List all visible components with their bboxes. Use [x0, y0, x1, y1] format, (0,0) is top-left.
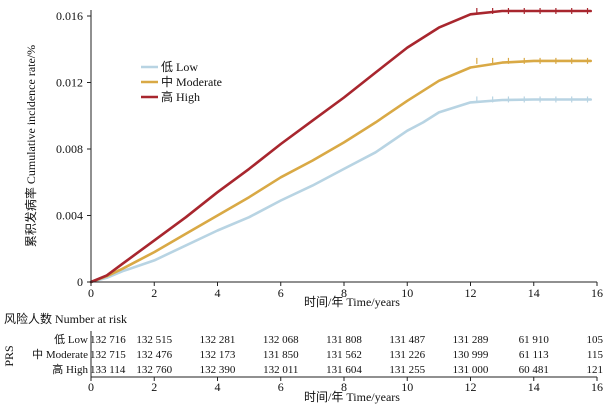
x-axis-label: 时间/年 Time/years — [304, 295, 400, 309]
risk-cell: 131 562 — [326, 349, 362, 361]
risk-cell: 131 226 — [389, 349, 425, 361]
risk-row-label: 中 Moderate — [32, 348, 88, 361]
risk-cell: 132 068 — [263, 334, 299, 346]
risk-cell: 115 — [587, 349, 604, 361]
risk-cell: 132 515 — [136, 334, 172, 346]
legend-label: 高 High — [161, 89, 200, 104]
risk-x-tick-label: 6 — [278, 380, 284, 394]
risk-cell: 131 808 — [326, 334, 362, 346]
risk-cell: 61 910 — [519, 334, 550, 346]
y-tick-label: 0 — [77, 275, 83, 289]
x-tick-label: 4 — [215, 286, 221, 300]
risk-x-tick-label: 8 — [341, 380, 347, 394]
x-tick-label: 8 — [341, 286, 347, 300]
risk-cell: 60 481 — [519, 364, 549, 376]
incidence-plot: 0 0.004 0.008 0.012 0.016 0 2 4 6 8 10 12 14 16 累积发病… — [23, 8, 603, 309]
risk-cell: 121 — [587, 364, 604, 376]
x-tick-label: 12 — [465, 286, 477, 300]
risk-cell: 61 113 — [519, 349, 549, 361]
risk-cell: 132 390 — [200, 364, 236, 376]
risk-cell: 133 114 — [90, 364, 126, 376]
risk-x-tick-label: 4 — [215, 380, 221, 394]
risk-cell: 132 011 — [263, 364, 298, 376]
risk-cell: 132 173 — [200, 349, 236, 361]
risk-row-label: 低 Low — [54, 333, 88, 346]
risk-x-tick-label: 2 — [151, 380, 157, 394]
risk-table-x-axis-label: 时间/年 Time/years — [304, 390, 400, 404]
risk-x-tick-label: 12 — [465, 380, 477, 394]
prs-group-label: PRS — [2, 345, 16, 366]
risk-x-tick-label: 0 — [88, 380, 94, 394]
y-tick-label: 0.004 — [56, 209, 83, 223]
risk-row-label: 高 High — [52, 362, 88, 376]
y-tick-label: 0.008 — [56, 142, 83, 156]
x-tick-label: 16 — [591, 286, 603, 300]
risk-cell: 132 716 — [90, 334, 126, 346]
risk-cell: 130 999 — [453, 349, 489, 361]
series-line-1 — [89, 59, 593, 284]
series-line-2 — [89, 9, 593, 284]
risk-cell: 105 — [587, 334, 604, 346]
risk-cell: 132 715 — [90, 349, 126, 361]
x-tick-label: 0 — [88, 286, 94, 300]
risk-cell: 131 289 — [453, 334, 489, 346]
risk-x-tick-label: 10 — [401, 380, 413, 394]
x-tick-label: 14 — [528, 286, 540, 300]
x-tick-label: 10 — [401, 286, 413, 300]
risk-x-tick-label: 14 — [528, 380, 540, 394]
y-tick-label: 0.016 — [56, 9, 83, 23]
y-axis-label: 累积发病率 Cumulative incidence rate/% — [23, 45, 38, 247]
risk-cell: 132 760 — [136, 364, 172, 376]
risk-cell: 132 281 — [200, 334, 236, 346]
risk-cell: 132 476 — [136, 349, 172, 361]
risk-cell: 131 850 — [263, 349, 299, 361]
x-tick-label: 2 — [151, 286, 157, 300]
risk-x-tick-label: 16 — [591, 380, 603, 394]
risk-cell: 131 487 — [389, 334, 425, 346]
y-tick-label: 0.012 — [56, 76, 83, 90]
number-at-risk-table: 风险人数 Number at risk PRS 低 Low 132 716 132 … — [2, 311, 604, 404]
risk-cell: 131 604 — [326, 364, 362, 376]
legend-label: 低 Low — [161, 60, 198, 74]
x-tick-label: 6 — [278, 286, 284, 300]
risk-cell: 131 000 — [453, 364, 489, 376]
risk-cell: 131 255 — [389, 364, 425, 376]
legend-label: 中 Moderate — [161, 74, 222, 89]
risk-table-title: 风险人数 Number at risk — [4, 311, 127, 326]
series-line-0 — [89, 98, 593, 284]
